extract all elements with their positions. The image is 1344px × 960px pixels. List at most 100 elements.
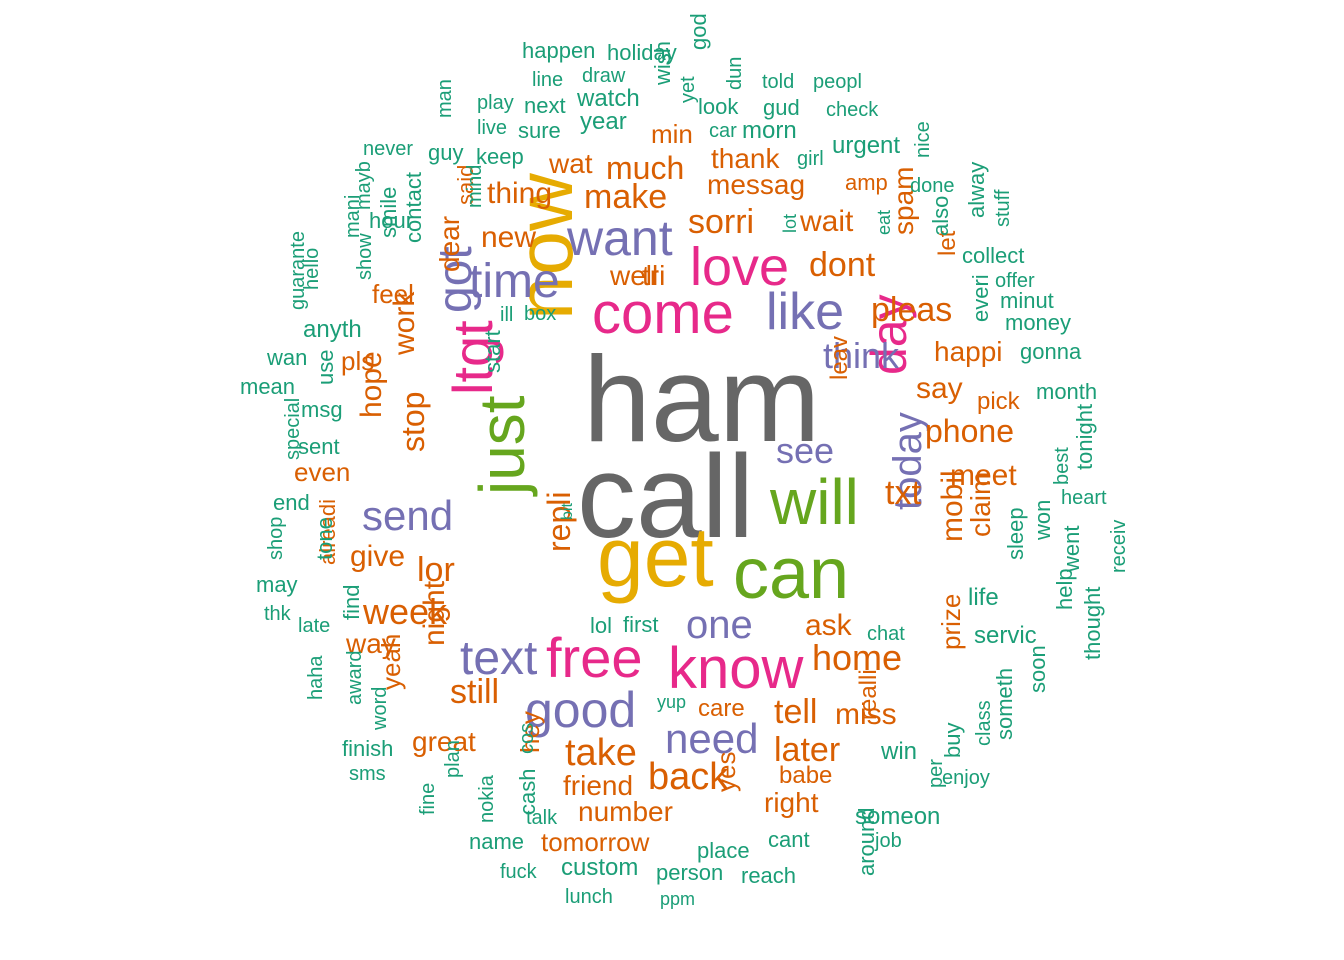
word-tomorrow: tomorrow [541,827,650,857]
word-receiv: receiv [1108,519,1130,573]
word-phone: phone [925,413,1014,449]
word-fine: fine [417,782,439,815]
word-done: done [910,175,955,197]
word-morn: morn [742,117,797,144]
word-stop: stop [395,391,431,452]
word-eat: eat [874,209,894,235]
word-dear: dear [434,215,465,272]
word-good: good [525,682,637,738]
word-right: right [764,787,819,818]
word-see: see [776,430,835,471]
word-keep: keep [476,144,524,169]
word-chat: chat [867,623,905,645]
word-contact: contact [401,172,426,243]
word-best: best [1051,447,1073,485]
word-win: win [881,738,918,765]
word-alway: alway [964,161,989,218]
word-stuff: stuff [992,189,1014,227]
word-also: also [928,195,953,236]
word-ppm: ppm [660,889,696,909]
word-talk: talk [526,807,558,829]
word-name: name [469,829,525,854]
word-everi: everi [968,274,993,322]
word-pleas: pleas [871,291,953,329]
word-get: get [597,510,714,604]
word-check: check [826,99,879,121]
word-minut: minut [1000,288,1054,313]
word-ask: ask [805,609,852,642]
word-like: like [766,283,845,341]
word-amp: amp [845,170,888,195]
word-use: use [313,349,338,385]
word-feel: feel [372,279,414,309]
word-fuck: fuck [500,861,537,883]
word-mind: mind [464,164,486,208]
word-mayb: mayb [353,161,375,210]
word-yet: yet [677,76,699,103]
word-box: box [524,303,557,325]
word-send: send [362,492,454,539]
word-want: want [567,210,673,266]
word-class: class [973,700,995,746]
word-way: way [346,628,396,659]
word-gud: gud [763,95,800,120]
word-guarante: guarante [287,231,309,310]
word-prize: prize [936,593,966,650]
word-give: give [350,540,406,573]
word-realli: realli [855,669,882,720]
word-need: need [665,715,759,762]
word-money: money [1005,310,1072,335]
word-plan: plan [442,740,464,778]
word-babe: babe [779,762,833,789]
word-dont: dont [809,246,876,284]
word-even: even [294,457,351,487]
word-end: end [273,490,310,515]
word-call: call [577,431,755,563]
word-shop: shop [265,516,287,560]
word-look: look [698,94,739,119]
word-ill: ill [500,304,514,326]
word-haha: haha [305,655,327,701]
word-nokia: nokia [476,775,498,823]
word-watch: watch [577,85,640,112]
word-yes: yes [711,751,741,792]
word-help: help [1052,568,1077,610]
word-lol: lol [590,613,613,638]
word-live: live [477,117,508,139]
word-know: know [668,636,804,701]
word-collect: collect [962,243,1025,268]
word-sms: sms [349,763,386,785]
word-repli: repli [541,491,577,552]
word-finish: finish [342,736,394,761]
word-award: award [344,650,366,705]
word-anyth: anyth [303,316,362,343]
word-thing: thing [487,177,553,210]
word-offer: offer [995,270,1035,292]
word-wan: wan [267,345,308,370]
word-lor: lor [417,551,455,589]
word-tri: tri [642,260,666,291]
word-dun: dun [724,56,746,90]
word-first: first [623,612,659,637]
word-still: still [450,673,500,711]
word-week: week [363,591,448,632]
word-thk: thk [264,603,291,625]
word-yup: yup [657,692,687,712]
word-txt: txt [885,474,921,512]
word-smile: smile [376,186,401,238]
word-place: place [697,838,750,863]
word-much: much [606,150,685,186]
word-cos: cos [516,722,538,754]
word-thought: thought [1080,586,1105,660]
word-min: min [651,119,693,149]
word-lunch: lunch [565,886,613,908]
word-draw: draw [582,65,626,87]
word-reach: reach [741,863,797,888]
word-home: home [812,637,903,678]
word-leav: leav [826,335,853,380]
word-play: play [477,92,514,114]
word-later: later [774,731,841,769]
word-job: job [875,830,902,852]
word-ham: ham [583,331,821,467]
word-time: time [469,255,560,308]
